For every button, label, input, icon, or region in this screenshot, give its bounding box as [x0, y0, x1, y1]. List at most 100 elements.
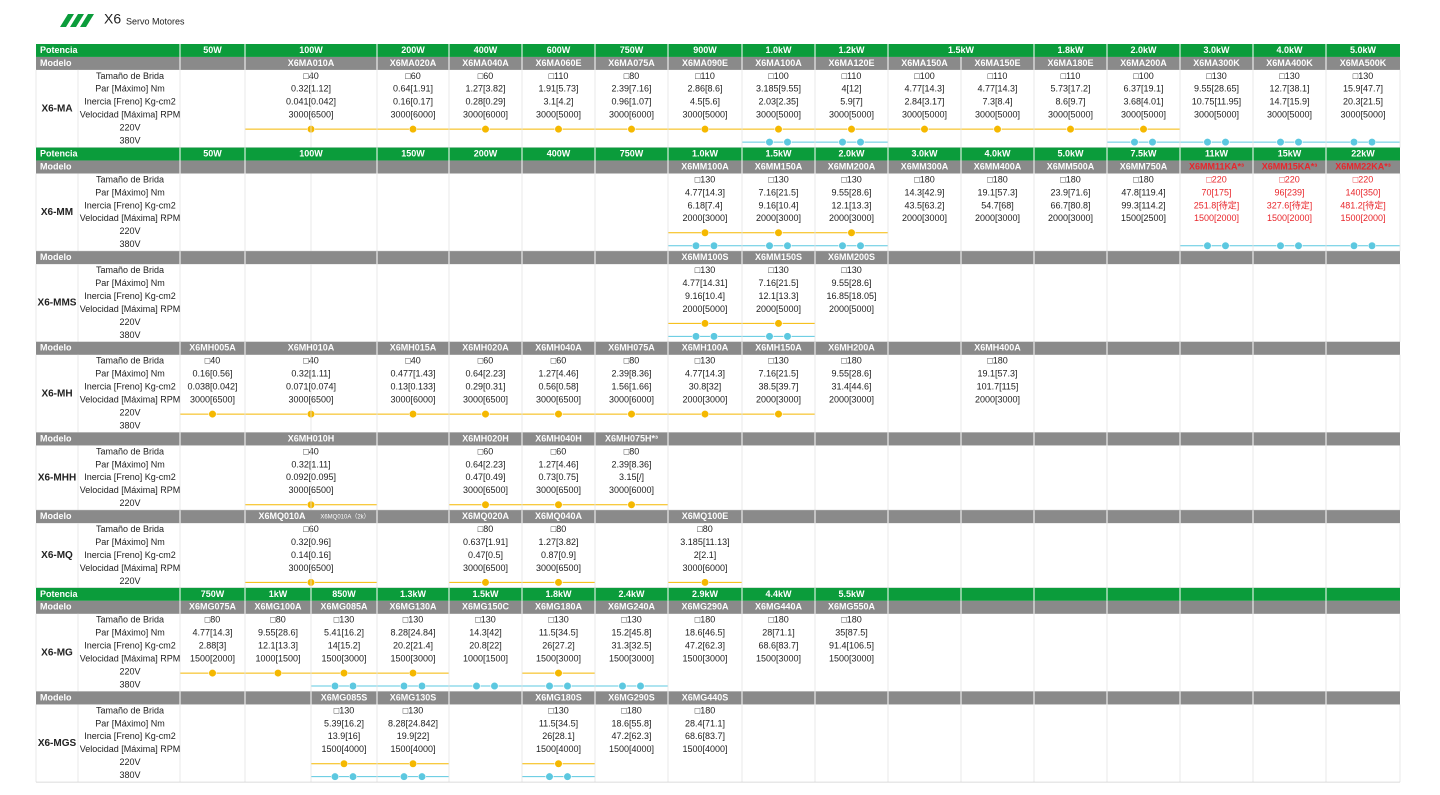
spec-cell: 12.1[13.3]: [258, 641, 298, 651]
spec-cell: 3000[5000]: [1048, 110, 1093, 120]
spec-cell: 11.5[34.5]: [539, 628, 578, 638]
modelo-cell: X6MM200A: [828, 161, 876, 171]
potencia-cell: 5.0kW: [1350, 45, 1377, 55]
supply-dot: [554, 125, 563, 134]
spec-cell: 13.9[16]: [328, 731, 361, 741]
spec-cell: 2000[3000]: [1048, 213, 1093, 223]
param-label: Inercia [Freno] Kg-cm2: [84, 382, 176, 392]
spec-cell: 1500[4000]: [321, 744, 366, 754]
modelo-cell: X6MA150E: [974, 58, 1020, 68]
potencia-cell: 4.0kW: [1276, 45, 1303, 55]
spec-cell: □130: [768, 265, 788, 275]
spec-cell: 2000[5000]: [829, 304, 874, 314]
modelo-cell: X6MA150A: [901, 58, 948, 68]
modelo-cell: X6MQ010A: [258, 511, 306, 521]
potencia-cell: 150W: [401, 148, 425, 158]
spec-cell: 2000[3000]: [756, 395, 801, 405]
spec-cell: □110: [695, 71, 715, 81]
param-label: Inercia [Freno] Kg-cm2: [84, 200, 176, 210]
potencia-cell: 1.3kW: [400, 589, 427, 599]
series-name: X6-MGS: [38, 738, 77, 749]
spec-cell: 4.77[14.3]: [904, 84, 944, 94]
param-label: Par [Máximo] Nm: [95, 718, 165, 728]
param-label: Inercia [Freno] Kg-cm2: [84, 472, 176, 482]
modelo-cell: X6MM150S: [755, 252, 802, 262]
supply-dot: [627, 500, 636, 509]
modelo-cell: X6MH075A: [608, 343, 655, 353]
modelo-cell: X6MH040H: [535, 433, 582, 443]
spec-cell: 3000[6000]: [463, 110, 508, 120]
supply-dot: [545, 681, 554, 691]
modelo-bar: [36, 432, 1400, 446]
supply-dot: [700, 125, 710, 134]
spec-cell: 1500[3000]: [756, 654, 801, 664]
spec-cell: 12.1[13.3]: [758, 291, 798, 301]
modelo-cell: X6MH020H: [462, 433, 509, 443]
modelo-label: Modelo: [40, 252, 72, 262]
spec-cell: □80: [478, 524, 493, 534]
spec-cell: 4.77[14.3]: [977, 84, 1017, 94]
param-label: Inercia [Freno] Kg-cm2: [84, 97, 176, 107]
potencia-cell: 50W: [203, 45, 222, 55]
spec-cell: 1500[3000]: [609, 654, 654, 664]
spec-cell: 38.5[39.7]: [758, 382, 798, 392]
spec-cell: □130: [475, 615, 495, 625]
supply-dot: [1276, 138, 1285, 147]
supply-dot: [208, 409, 217, 419]
param-label: Par [Máximo] Nm: [95, 278, 165, 288]
spec-cell: □220: [1353, 174, 1373, 184]
supply-dot: [408, 125, 418, 134]
spec-cell: 0.64[2.23]: [465, 459, 505, 469]
supply-dot: [490, 681, 499, 691]
voltage-label: 380V: [119, 770, 140, 780]
potencia-cell: 7.5kW: [1130, 148, 1157, 158]
supply-dot: [1294, 138, 1303, 147]
spec-cell: □180: [1133, 174, 1153, 184]
supply-dot: [408, 759, 418, 768]
spec-cell: □180: [841, 615, 861, 625]
spec-cell: 18.6[55.8]: [611, 718, 651, 728]
spec-cell: □60: [478, 356, 493, 366]
supply-dot: [774, 125, 783, 134]
potencia-cell: 1.8kW: [1057, 45, 1084, 55]
potencia-cell: 1.2kW: [838, 45, 865, 55]
spec-cell: □40: [405, 356, 420, 366]
voltage-label: 220V: [119, 757, 140, 767]
spec-cell: 6.18[7.4]: [687, 200, 722, 210]
spec-cell: □100: [1133, 71, 1153, 81]
potencia-label: Potencia: [40, 148, 79, 158]
spec-cell: 47.2[62.3]: [685, 641, 725, 651]
spec-cell: 0.56[0.58]: [538, 382, 578, 392]
supply-dot: [691, 241, 701, 250]
spec-cell: 10.75[11.95]: [1192, 97, 1241, 107]
voltage-label: 220V: [119, 576, 140, 586]
supply-dot: [330, 681, 340, 691]
supply-dot: [700, 319, 710, 328]
potencia-cell: 3.0kW: [911, 148, 938, 158]
param-label: Inercia [Freno] Kg-cm2: [84, 641, 176, 651]
spec-cell: 3000[5000]: [829, 110, 874, 120]
supply-dot: [1294, 241, 1303, 250]
modelo-cell: X6MM300A: [901, 161, 949, 171]
supply-dot: [774, 319, 783, 328]
spec-cell: 1500[3000]: [829, 654, 874, 664]
spec-cell: 0.29[0.31]: [465, 382, 505, 392]
voltage-label: 380V: [119, 239, 140, 249]
supply-dot: [481, 409, 490, 419]
spec-cell: 3000[5000]: [1121, 110, 1166, 120]
spec-cell: 28[71.1]: [762, 628, 795, 638]
spec-cell: 1.56[1.66]: [611, 382, 651, 392]
supply-dot: [348, 681, 358, 691]
param-label: Par [Máximo] Nm: [95, 459, 165, 469]
spec-cell: 3000[6500]: [190, 395, 235, 405]
potencia-cell: 11kW: [1205, 148, 1229, 158]
spec-cell: 96[239]: [1274, 187, 1304, 197]
potencia-cell: 2.9kW: [692, 589, 719, 599]
spec-cell: 3000[5000]: [1267, 110, 1312, 120]
spec-cell: 2000[3000]: [975, 395, 1020, 405]
spec-cell: 2.39[7.16]: [611, 84, 651, 94]
spec-cell: □80: [551, 524, 566, 534]
param-label: Velocidad [Máxima] RPM: [80, 485, 181, 495]
spec-cell: □130: [334, 705, 354, 715]
